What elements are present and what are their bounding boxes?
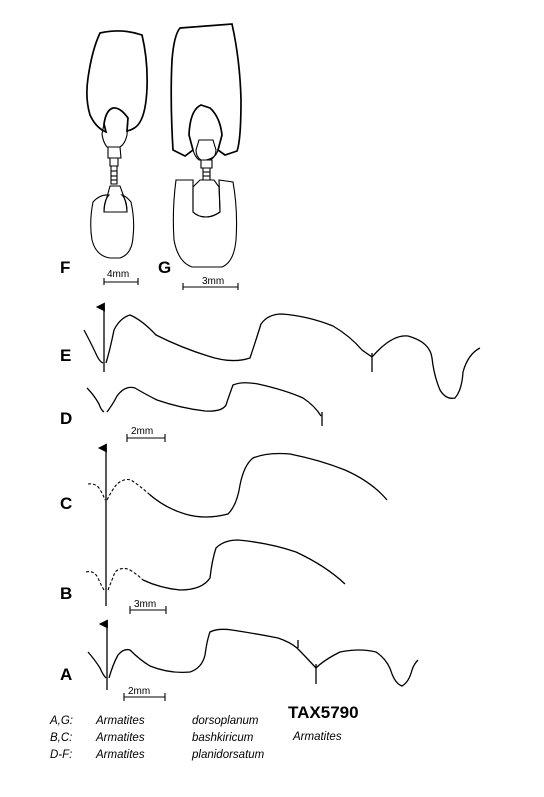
legend-row: B,C: Armatites bashkiricum: [50, 730, 264, 747]
scale-label-a: 2mm: [128, 686, 150, 697]
suture-line-b: [85, 539, 346, 591]
scale-bar-g: 3mm: [182, 276, 239, 290]
panel-label-e: E: [60, 346, 71, 365]
legend-key: D-F:: [50, 749, 73, 761]
taxon-id: TAX5790: [288, 703, 359, 722]
species-legend: A,G: Armatites dorsoplanum B,C: Armatite…: [50, 713, 264, 764]
legend-genus: Armatites: [96, 732, 145, 744]
legend-species: bashkiricum: [192, 732, 254, 744]
scale-bar-f: 4mm: [103, 269, 139, 285]
suture-line-a: [87, 619, 419, 690]
scale-label-b: 3mm: [134, 599, 156, 610]
cross-section-f: [86, 30, 148, 259]
suture-line-d: [86, 382, 323, 426]
scale-bar-a: 2mm: [123, 686, 166, 701]
panel-label-d: D: [60, 409, 72, 428]
suture-line-c: [87, 452, 388, 518]
legend-key: A,G:: [50, 715, 74, 727]
scale-label-g: 3mm: [202, 276, 224, 287]
panel-label-g: G: [158, 258, 171, 277]
scale-bar-b: 3mm: [129, 599, 167, 614]
legend-row: A,G: Armatites dorsoplanum: [50, 713, 264, 730]
legend-species: dorsoplanum: [192, 715, 259, 727]
panel-label-b: B: [60, 584, 72, 603]
legend-genus: Armatites: [96, 715, 145, 727]
cross-section-g: [170, 23, 242, 268]
scale-bar-d: 2mm: [126, 426, 166, 442]
taxon-name: Armatites: [293, 731, 342, 743]
panel-label-f: F: [60, 258, 70, 277]
panel-label-c: C: [60, 494, 72, 513]
legend-species: planidorsatum: [192, 749, 265, 761]
legend-genus: Armatites: [96, 749, 145, 761]
scale-label-d: 2mm: [131, 426, 153, 437]
suture-line-e: [83, 302, 481, 399]
panel-label-a: A: [60, 665, 72, 684]
legend-key: B,C:: [50, 732, 73, 744]
scale-label-f: 4mm: [107, 269, 129, 280]
legend-row: D-F: Armatites planidorsatum: [50, 747, 264, 764]
